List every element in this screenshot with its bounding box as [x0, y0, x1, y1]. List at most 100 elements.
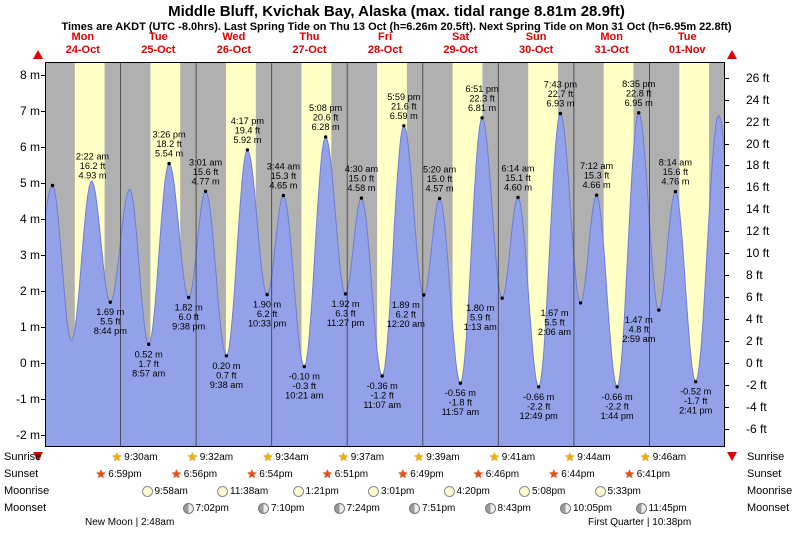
y-axis-label-ft: -4 ft — [746, 399, 767, 414]
axis-arrow-up-icon — [727, 50, 737, 59]
tide-extreme-dot — [694, 380, 698, 384]
axis-tick — [725, 209, 729, 211]
tide-extreme-dot — [657, 308, 661, 312]
moonrise-icon — [443, 485, 455, 497]
tide-extreme-dot — [500, 296, 504, 300]
y-axis-label-m: 1 m — [19, 320, 40, 334]
tide-extreme-label: 1.92 m 6.3 ft 11:27 pm — [327, 299, 365, 328]
day-name: Tue — [677, 31, 697, 43]
moonset-time: 7:51pm — [422, 502, 456, 514]
moonrise-time: 11:38am — [230, 485, 269, 497]
day-date: 27-Oct — [292, 43, 327, 56]
moonset-time: 8:43pm — [497, 502, 531, 514]
axis-tick — [41, 183, 45, 184]
tide-extreme-dot — [50, 183, 55, 188]
axis-tick — [41, 255, 45, 256]
y-axis-label-ft: 0 ft — [746, 356, 763, 370]
astro-row-label-moonset: Moonset — [4, 502, 47, 514]
axis-tick — [725, 187, 729, 189]
tide-extreme-dot — [245, 148, 250, 152]
sunrise-star-icon: ★ — [187, 450, 198, 464]
tide-extreme-dot — [558, 111, 563, 116]
axis-tick — [725, 143, 729, 145]
axis-arrow-down-icon — [33, 452, 43, 461]
day-date: 25-Oct — [141, 43, 176, 56]
moon-phase-note: New Moon | 2:48am — [85, 517, 175, 528]
sunrise-entry: ★ 9:39am — [414, 450, 460, 464]
tide-extreme-dot — [516, 195, 520, 200]
sunrise-entry: ★ 9:32am — [187, 450, 233, 464]
day-name: Sun — [525, 31, 547, 43]
moonset-icon — [560, 502, 571, 514]
sunset-entry: ★ 6:46pm — [473, 467, 519, 481]
y-axis-label-ft: 8 ft — [746, 268, 763, 283]
tide-extreme-label: 6:14 am 15.1 ft 4.60 m — [501, 163, 535, 192]
moonrise-icon — [594, 485, 606, 497]
tide-extreme-label: 1.80 m 5.9 ft 1:13 am — [464, 303, 498, 332]
moonset-icon — [182, 502, 194, 514]
y-axis-label-m: 4 m — [19, 212, 40, 226]
y-axis-label-ft: 20 ft — [746, 136, 770, 151]
moonrise-entry: 5:33pm — [594, 484, 641, 498]
sunset-time: 6:44pm — [561, 468, 595, 480]
sunrise-star-icon: ★ — [262, 450, 274, 464]
tide-extreme-dot — [281, 193, 286, 198]
tide-extreme-dot — [343, 292, 348, 296]
tide-extreme-dot — [380, 374, 384, 378]
moonset-entry: 7:02pm — [182, 501, 229, 515]
y-axis-label-ft: 10 ft — [746, 246, 770, 261]
axis-tick — [725, 384, 729, 386]
plot-frame — [45, 62, 725, 447]
moonset-icon — [484, 502, 496, 514]
moonset-time: 10:05pm — [573, 502, 612, 514]
day-label: Thu 27-Oct — [270, 31, 348, 56]
day-boundary-grid — [120, 62, 650, 447]
day-label: Tue 01-Nov — [648, 31, 726, 56]
axis-tick — [725, 319, 729, 321]
y-axis-label-m: 7 m — [19, 104, 40, 118]
tide-extreme-label: 4:30 am 15.0 ft 4.58 m — [345, 164, 379, 193]
tide-curve-line — [44, 112, 726, 388]
sunset-entry: ★ 6:59pm — [96, 467, 142, 481]
astro-row-label-sunrise: Sunrise — [747, 451, 785, 463]
moonrise-icon — [141, 485, 153, 497]
moonset-time: 7:24pm — [346, 502, 380, 514]
y-axis-label-m: 2 m — [19, 284, 40, 298]
axis-tick — [725, 99, 729, 101]
axis-tick — [41, 75, 45, 76]
tide-extreme-label: 3:44 am 15.3 ft 4.65 m — [267, 162, 301, 191]
moonrise-entry: 4:20pm — [443, 484, 490, 498]
tide-extreme-dot — [673, 189, 678, 194]
sunset-entry: ★ 6:49pm — [398, 467, 444, 481]
sunrise-entry: ★ 9:44am — [565, 450, 611, 464]
tide-extreme-dot — [302, 364, 306, 369]
tide-extreme-dot — [480, 116, 484, 120]
sunset-entry: ★ 6:51pm — [322, 467, 368, 481]
tide-extreme-label: 1.67 m 5.5 ft 2:06 am — [538, 308, 572, 337]
sunset-entry: ★ 6:41pm — [624, 467, 670, 481]
axis-tick — [41, 147, 45, 148]
day-name: Fri — [377, 31, 393, 43]
y-axis-label-ft: 18 ft — [746, 158, 770, 173]
axis-tick — [725, 253, 729, 255]
tide-extreme-label: 2:22 am 16.2 ft 4.93 m — [76, 152, 110, 181]
tide-extreme-label: 8:35 pm 22.8 ft 6.95 m — [622, 79, 656, 108]
sunrise-entry: ★ 9:41am — [489, 450, 535, 464]
sunset-star-icon: ★ — [397, 467, 409, 481]
tide-extreme-dot — [402, 124, 406, 128]
day-name: Wed — [222, 31, 246, 43]
y-axis-label-m: -2 m — [16, 428, 40, 442]
sunset-entry: ★ 6:54pm — [247, 467, 293, 481]
tide-extreme-dot — [108, 300, 112, 304]
moonset-icon — [635, 502, 647, 514]
tide-extreme-dot — [537, 385, 541, 389]
day-label: Mon 31-Oct — [573, 31, 651, 56]
sunset-star-icon: ★ — [548, 467, 560, 481]
tide-extreme-label: -0.36 m -1.2 ft 11:07 am — [363, 381, 401, 410]
tide-extreme-label: 3:01 am 15.6 ft 4.77 m — [189, 157, 223, 186]
day-label: Mon 24-Oct — [44, 31, 122, 56]
moonrise-time: 1:21pm — [305, 485, 339, 497]
y-axis-label-m: 6 m — [19, 140, 40, 154]
day-label: Wed 26-Oct — [195, 31, 273, 56]
